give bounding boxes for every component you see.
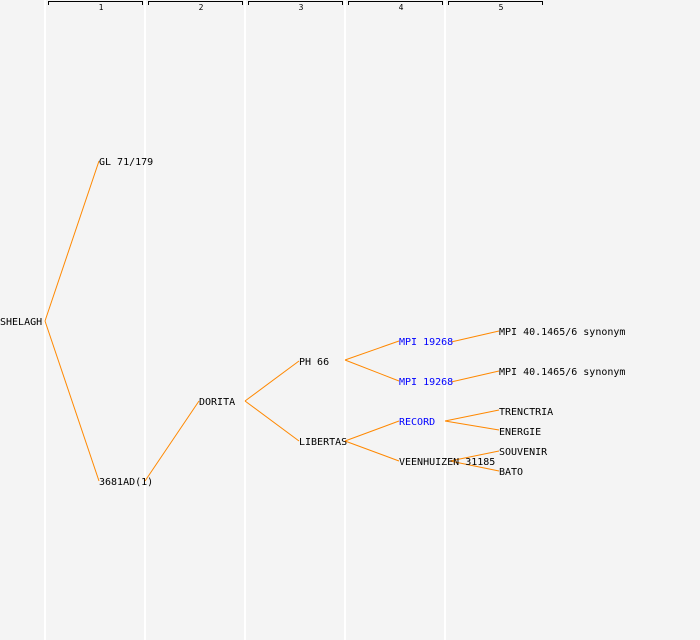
node-mpi-19268-a[interactable]: MPI 19268 (399, 337, 453, 348)
node-mpi-19268-b[interactable]: MPI 19268 (399, 377, 453, 388)
generation-label-2: 2 (199, 3, 204, 12)
node-record[interactable]: RECORD (399, 417, 435, 428)
column-separators (44, 0, 446, 640)
node-veenhuizen[interactable]: VEENHUIZEN 31185 (399, 457, 495, 468)
node-dorita[interactable]: DORITA (199, 397, 235, 408)
edges (44, 160, 500, 482)
node-souvenir[interactable]: SOUVENIR (499, 447, 548, 458)
node-sire[interactable]: GL 71/179 (99, 157, 153, 168)
nodes: SHELAGH GL 71/179 3681AD(1) DORITA PH 66… (0, 157, 625, 488)
node-bato[interactable]: BATO (499, 467, 523, 478)
generation-label-1: 1 (99, 3, 104, 12)
generation-label-3: 3 (299, 3, 304, 12)
node-ph66[interactable]: PH 66 (299, 357, 329, 368)
node-dam[interactable]: 3681AD(1) (99, 477, 153, 488)
node-mpi-synonym-a[interactable]: MPI 40.1465/6 synonym (499, 327, 625, 338)
node-root[interactable]: SHELAGH (0, 317, 42, 328)
node-mpi-synonym-b[interactable]: MPI 40.1465/6 synonym (499, 367, 625, 378)
node-trenctria[interactable]: TRENCTRIA (499, 407, 553, 418)
node-libertas[interactable]: LIBERTAS (299, 437, 347, 448)
generation-header: 1 2 3 4 5 (48, 1, 543, 12)
generation-label-5: 5 (499, 3, 504, 12)
node-energie[interactable]: ENERGIE (499, 427, 541, 438)
generation-label-4: 4 (399, 3, 404, 12)
